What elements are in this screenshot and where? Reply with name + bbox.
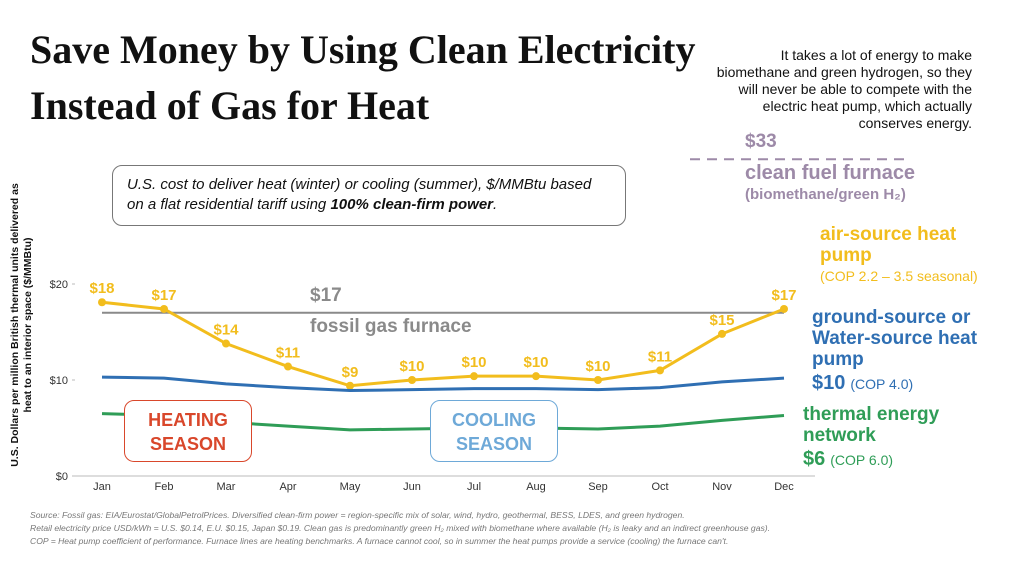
data-label: $10 (461, 354, 486, 371)
data-label: $10 (399, 358, 424, 375)
season-label: HEATING SEASON (124, 400, 252, 462)
series-line (101, 375, 785, 393)
x-tick-label: Jul (467, 481, 481, 493)
data-label: $18 (89, 280, 114, 297)
data-point (408, 376, 416, 384)
legend-name: thermal energy network (803, 404, 940, 446)
data-point (594, 376, 602, 384)
subtitle-box: U.S. cost to deliver heat (winter) or co… (112, 165, 626, 226)
data-point (346, 381, 354, 390)
reference-value-label: $17 (310, 284, 342, 306)
legend-note: (COP 6.0) (830, 452, 894, 468)
data-point (718, 329, 726, 338)
legend-note: (COP 4.0) (850, 376, 914, 392)
reference-note: (biomethane/green H₂) (745, 186, 906, 204)
x-tick-label: Dec (774, 481, 794, 493)
source-note: COP = Heat pump coefficient of performan… (30, 536, 729, 546)
data-point (780, 304, 788, 313)
data-label: $14 (213, 322, 239, 339)
x-tick-label: Sep (588, 481, 608, 493)
data-label: $9 (342, 364, 359, 381)
x-tick-label: Oct (651, 481, 668, 493)
subtitle-end: . (493, 196, 498, 213)
data-point (284, 362, 292, 371)
legend-detail: $6 (COP 6.0) (803, 448, 978, 471)
y-axis-label: U.S. Dollars per million British thermal… (9, 183, 34, 467)
annotation: It takes a lot of energy to make biometh… (716, 47, 972, 131)
x-tick-label: Aug (526, 481, 546, 493)
legend-headline: $6 (803, 448, 826, 470)
legend-name: air-source heat pump (820, 224, 957, 266)
x-tick-label: Mar (217, 481, 236, 493)
x-tick-label: Feb (155, 481, 174, 493)
x-tick-label: Nov (712, 481, 732, 493)
data-label: $10 (585, 358, 610, 375)
subtitle-bold: 100% clean-firm power (330, 196, 494, 213)
legend-entry: thermal energy network $6 (COP 6.0) (803, 404, 978, 471)
data-label: $10 (523, 354, 548, 371)
x-tick-label: Jan (93, 481, 111, 493)
legend-detail: $10 (COP 4.0) (812, 372, 992, 395)
legend-detail: (COP 2.2 – 3.5 seasonal) (820, 268, 980, 286)
x-tick-label: Jun (403, 481, 421, 493)
x-tick-label: Apr (279, 481, 296, 493)
y-tick-label: $0 (56, 471, 68, 483)
legend-name: ground-source or Water-source heat pump (812, 307, 978, 370)
data-label: $17 (771, 287, 796, 304)
season-label: COOLING SEASON (430, 400, 558, 462)
source-note: Retail electricity price USD/kWh = U.S. … (30, 523, 771, 533)
y-tick-label: $10 (50, 375, 68, 387)
data-label: $11 (648, 348, 672, 365)
legend-entry: ground-source or Water-source heat pump $… (812, 307, 992, 395)
data-point (98, 298, 106, 307)
source-note: Source: Fossil gas: EIA/Eurostat/GlobalP… (30, 510, 685, 520)
data-point (656, 366, 664, 375)
data-point (160, 304, 168, 313)
data-point (470, 372, 478, 381)
y-tick-label: $20 (50, 279, 68, 291)
data-label: $15 (709, 312, 734, 329)
legend-entry: air-source heat pump (COP 2.2 – 3.5 seaso… (820, 224, 980, 286)
reference-value-label: $33 (745, 131, 777, 153)
data-label: $11 (276, 345, 300, 362)
legend-note: (COP 2.2 – 3.5 seasonal) (820, 268, 978, 284)
subtitle: U.S. cost to deliver heat (winter) or co… (127, 176, 592, 213)
reference-name: clean fuel furnace (745, 162, 916, 185)
series-line (101, 300, 785, 388)
data-point (532, 372, 540, 381)
data-label: $17 (151, 287, 176, 304)
chart-title: Save Money by Using Clean Electricity In… (30, 27, 696, 128)
reference-name: fossil gas furnace (310, 315, 472, 337)
x-tick-label: May (340, 481, 361, 493)
legend-headline: $10 (812, 372, 846, 394)
data-point (222, 339, 230, 348)
